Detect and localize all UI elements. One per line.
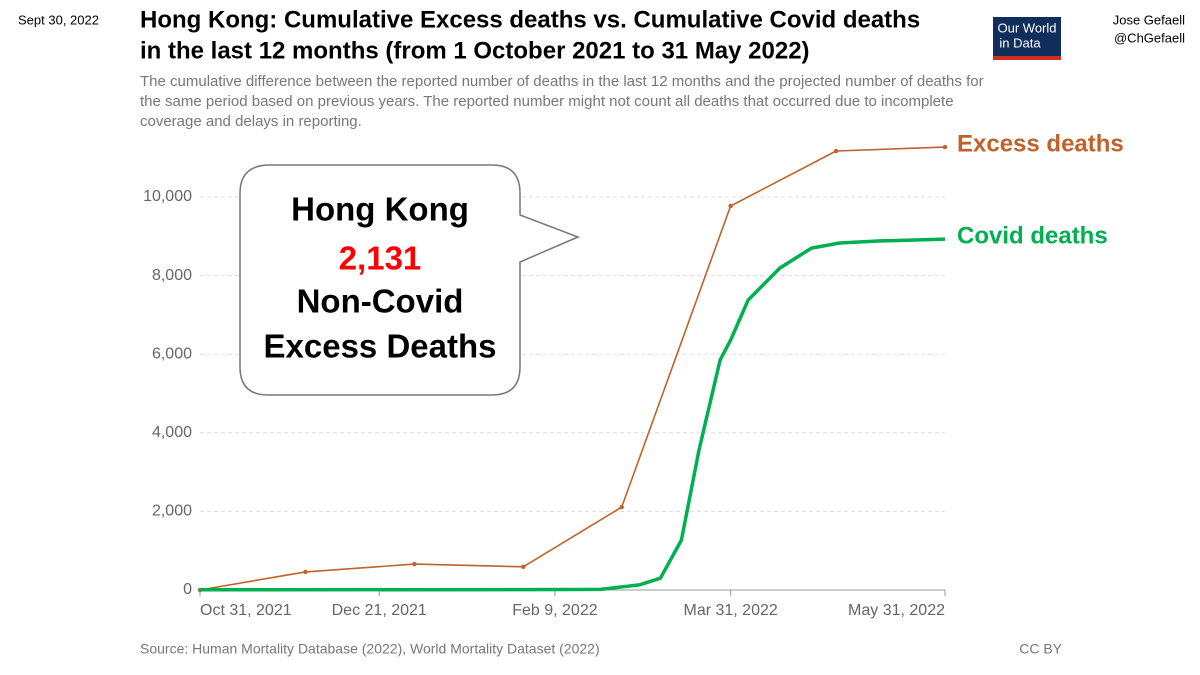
marker — [942, 144, 948, 150]
chart-title: Hong Kong: Cumulative Excess deaths vs. … — [140, 6, 920, 33]
y-tick-label: 2,000 — [152, 503, 192, 520]
callout-text: Excess Deaths — [264, 328, 497, 365]
y-tick-label: 6,000 — [152, 345, 192, 362]
callout — [239, 164, 580, 396]
x-tick-label: May 31, 2022 — [848, 602, 945, 619]
line — [199, 146, 946, 591]
x-tick-label: Mar 31, 2022 — [683, 602, 777, 619]
callout-text: Non-Covid — [297, 283, 464, 320]
series-label: Covid deaths — [957, 222, 1108, 249]
author: @ChGefaell — [1114, 30, 1185, 45]
chart-title: in the last 12 months (from 1 October 20… — [140, 37, 810, 64]
logo-box — [993, 17, 1061, 59]
subtitle: The cumulative difference between the re… — [140, 73, 984, 90]
x-tick-label: Oct 31, 2021 — [200, 602, 292, 619]
subtitle: the same period based on previous years.… — [140, 93, 954, 110]
date: Sept 30, 2022 — [18, 12, 99, 27]
y-tick-label: 0 — [183, 581, 192, 598]
marker — [728, 203, 733, 209]
marker — [412, 561, 417, 567]
y-tick-label: 4,000 — [152, 424, 192, 441]
marker — [521, 564, 526, 570]
callout-text: Hong Kong — [291, 191, 469, 228]
author: Jose Gefaell — [1113, 12, 1185, 27]
line — [199, 237, 946, 592]
y-tick-label: 10,000 — [143, 188, 192, 205]
y-tick-label: 8,000 — [152, 267, 192, 284]
license: CC BY — [1019, 641, 1062, 657]
logo-text: in Data — [999, 35, 1041, 50]
callout-number: 2,131 — [339, 240, 422, 277]
marker — [619, 504, 624, 510]
series-label: Excess deaths — [957, 130, 1124, 157]
marker — [303, 569, 308, 575]
logo-text: Our World — [998, 20, 1057, 35]
x-tick-label: Feb 9, 2022 — [512, 602, 598, 619]
plot: 0 2,000 4,000 6,000 8,000 10,000 Oct 31, 2021 D… — [143, 130, 1124, 619]
source: Source: Human Mortality Database (2022),… — [140, 641, 600, 657]
marker — [833, 148, 839, 154]
x-tick-label: Dec 21, 2021 — [332, 602, 427, 619]
subtitle: coverage and delays in reporting. — [140, 113, 362, 130]
logo-strip — [993, 56, 1061, 60]
